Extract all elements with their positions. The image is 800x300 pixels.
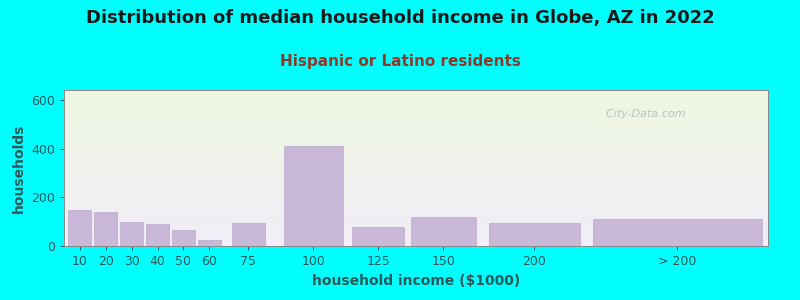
Bar [231,223,266,246]
Bar [146,224,170,246]
Text: City-Data.com: City-Data.com [599,109,686,119]
Bar [68,210,91,246]
Y-axis label: households: households [11,123,26,213]
Bar [120,222,143,246]
Text: Distribution of median household income in Globe, AZ in 2022: Distribution of median household income … [86,9,714,27]
Text: Hispanic or Latino residents: Hispanic or Latino residents [279,54,521,69]
Bar [198,240,221,246]
Bar [489,223,580,246]
Bar [411,217,476,246]
Bar [593,219,762,246]
Bar [172,230,195,246]
Bar [283,146,343,246]
Bar [94,212,118,246]
X-axis label: household income ($1000): household income ($1000) [312,274,520,288]
Bar [352,226,404,246]
